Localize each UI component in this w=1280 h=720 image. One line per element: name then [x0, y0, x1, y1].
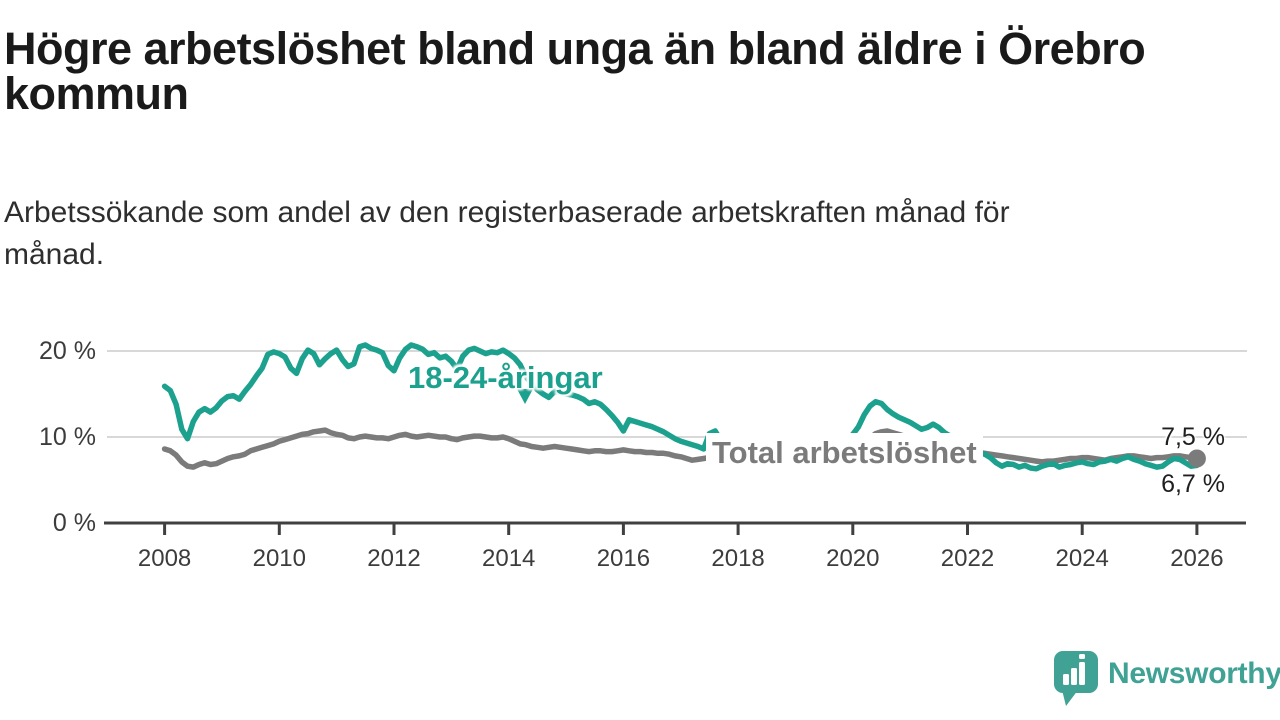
logo-text: Newsworthy [1108, 657, 1280, 690]
svg-text:0 %: 0 % [53, 509, 96, 537]
svg-text:20 %: 20 % [39, 337, 96, 365]
svg-text:2024: 2024 [1056, 545, 1109, 572]
svg-text:2020: 2020 [826, 545, 879, 572]
series-label-young: 18-24-åringar [408, 360, 603, 395]
svg-text:2016: 2016 [597, 545, 650, 572]
end-value-label-young: 6,7 % [1161, 470, 1225, 498]
logo-icon [1054, 651, 1098, 706]
series-label-total: Total arbetslöshet [706, 433, 983, 475]
svg-text:2008: 2008 [138, 545, 191, 572]
end-value-label-total: 7,5 % [1161, 423, 1225, 451]
svg-text:2018: 2018 [711, 545, 764, 572]
svg-text:2014: 2014 [482, 545, 535, 572]
svg-text:2012: 2012 [367, 545, 420, 572]
svg-text:2010: 2010 [253, 545, 306, 572]
svg-text:10 %: 10 % [39, 423, 96, 451]
newsworthy-logo [1054, 651, 1098, 706]
svg-text:2022: 2022 [941, 545, 994, 572]
page-subtitle: Arbetssökande som andel av den registerb… [4, 196, 1010, 271]
page-title: Högre arbetslöshet bland unga än bland ä… [4, 23, 1146, 119]
svg-text:2026: 2026 [1170, 545, 1223, 572]
